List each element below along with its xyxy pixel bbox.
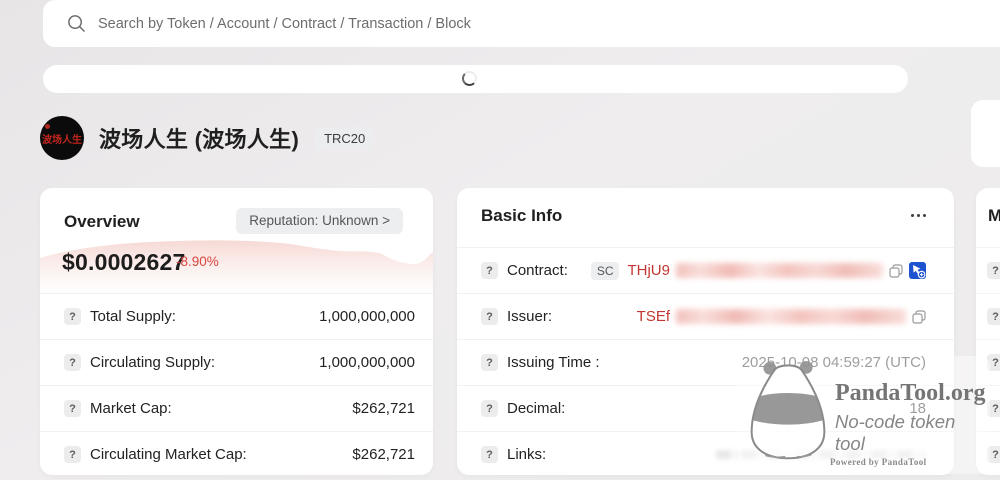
top-right-card-fragment (971, 100, 1000, 167)
row-value: 1,000,000,000 (319, 308, 415, 325)
row-label: Decimal: (507, 400, 566, 417)
help-icon[interactable]: ? (987, 446, 1000, 463)
watermark-subtitle: No-code token tool (835, 411, 956, 454)
basic-row-contract: ? Contract: SC THjU9 (457, 247, 954, 293)
help-icon[interactable]: ? (987, 400, 1000, 417)
issuer-address-redacted (676, 309, 906, 324)
help-icon[interactable]: ? (481, 400, 498, 417)
add-tag-icon[interactable] (909, 262, 926, 279)
basic-row-decimal: ? Decimal: 18 (457, 385, 954, 431)
watermark-powered: Powered by PandaTool (830, 457, 927, 467)
more-menu-icon[interactable] (911, 214, 926, 217)
copy-icon[interactable] (889, 263, 903, 278)
row-label: Contract: (507, 262, 568, 279)
right-card-row: ? (976, 339, 1000, 385)
pandatool-watermark: PandaTool.org No-code token tool Powered… (738, 356, 990, 474)
help-icon[interactable]: ? (987, 354, 1000, 371)
basic-row-links: ? Links: (457, 431, 954, 475)
token-type-badge: TRC20 (315, 126, 375, 150)
right-card-row: ? (976, 431, 1000, 475)
price-sparkline (40, 240, 433, 293)
links-redacted (716, 450, 926, 459)
watermark-title: PandaTool.org (835, 380, 986, 406)
help-icon[interactable]: ? (481, 262, 498, 279)
contract-address-redacted (676, 263, 883, 278)
overview-row-circulating-supply: ? Circulating Supply: 1,000,000,000 (40, 339, 433, 385)
token-price: $0.0002627 (62, 249, 186, 275)
row-value: 1,000,000,000 (319, 354, 415, 371)
basic-info-card: Basic Info ? Contract: SC THjU9 (457, 188, 954, 475)
help-icon[interactable]: ? (481, 308, 498, 325)
right-card-title: M (988, 206, 1000, 225)
overview-card: Overview Reputation: Unknown > $0.000262… (40, 188, 433, 475)
smart-contract-badge: SC (590, 261, 620, 280)
reputation-badge[interactable]: Reputation: Unknown > (236, 208, 403, 234)
row-label: Circulating Market Cap: (90, 446, 247, 463)
row-label: Circulating Supply: (90, 354, 216, 371)
basic-info-title: Basic Info (481, 206, 563, 225)
contract-address-link[interactable]: THjU9 (627, 262, 670, 279)
row-label: Issuer: (507, 308, 553, 325)
loading-bar (43, 65, 908, 93)
loading-spinner-icon (462, 71, 477, 86)
help-icon[interactable]: ? (481, 446, 498, 463)
help-icon[interactable]: ? (64, 308, 81, 325)
help-icon[interactable]: ? (987, 262, 1000, 279)
row-label: Market Cap: (90, 400, 172, 417)
row-label: Links: (507, 446, 547, 463)
price-change: -8.90% (176, 254, 219, 269)
help-icon[interactable]: ? (64, 446, 81, 463)
help-icon[interactable]: ? (987, 308, 1000, 325)
help-icon[interactable]: ? (64, 354, 81, 371)
search-bar (43, 0, 1000, 47)
help-icon[interactable]: ? (481, 354, 498, 371)
copy-icon[interactable] (912, 309, 926, 324)
row-label: Total Supply: (90, 308, 176, 325)
token-header: 波场人生 波场人生 (波场人生) TRC20 (40, 116, 375, 160)
right-card-row: ? (976, 293, 1000, 339)
overview-row-market-cap: ? Market Cap: $262,721 (40, 385, 433, 431)
overview-row-total-supply: ? Total Supply: 1,000,000,000 (40, 293, 433, 339)
basic-row-issuer: ? Issuer: TSEf (457, 293, 954, 339)
right-card-row: ? (976, 385, 1000, 431)
right-card-row: ? (976, 247, 1000, 293)
overview-title: Overview (64, 212, 140, 231)
search-icon (68, 15, 85, 32)
decimal-value: 18 (909, 400, 926, 417)
search-input[interactable] (96, 14, 740, 33)
token-logo: 波场人生 (40, 116, 84, 160)
right-card-fragment: M ? ? ? ? ? (976, 188, 1000, 475)
token-logo-text: 波场人生 (42, 134, 82, 146)
token-title: 波场人生 (波场人生) (99, 127, 300, 152)
row-label: Issuing Time : (507, 354, 600, 371)
row-value: $262,721 (352, 446, 415, 463)
overview-row-circulating-market-cap: ? Circulating Market Cap: $262,721 (40, 431, 433, 475)
issuer-address-link[interactable]: TSEf (636, 308, 670, 325)
help-icon[interactable]: ? (64, 400, 81, 417)
row-value: $262,721 (352, 400, 415, 417)
panda-logo-icon (750, 361, 826, 460)
